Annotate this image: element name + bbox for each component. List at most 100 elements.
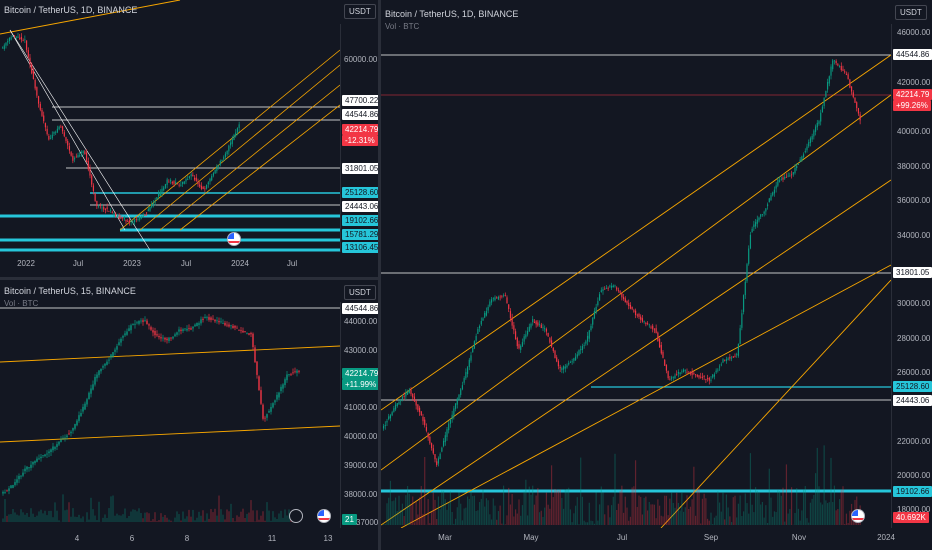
candle-body [212, 318, 214, 320]
candle-body [166, 338, 168, 341]
candle-body [24, 39, 26, 41]
volume-bar [484, 506, 486, 525]
candle-body [258, 376, 260, 391]
candle-body [458, 394, 460, 401]
candle-body [28, 467, 30, 469]
volume-bar [561, 497, 563, 525]
candle-body [272, 403, 274, 408]
chart-pane-daily-overview[interactable]: Bitcoin / TetherUS, 1D, BINANCE USDT 600… [0, 0, 378, 276]
volume-bar [439, 509, 441, 525]
candle-body [232, 325, 234, 328]
price-axis-tick: 39000.00 [344, 461, 378, 470]
price-axis-tick: 42000.00 [897, 78, 931, 87]
candle-body [130, 221, 132, 222]
candle-body [238, 329, 240, 331]
price-axis-tick: 28000.00 [897, 334, 931, 343]
candle-body [388, 416, 390, 420]
candle-body [12, 484, 14, 488]
candle-body [430, 443, 433, 449]
volume-bar [246, 513, 248, 522]
candle-body [789, 175, 791, 177]
volume-bar [593, 523, 596, 525]
volume-bar [708, 520, 710, 525]
candle-body [121, 217, 124, 218]
volume-bar [581, 496, 584, 525]
volume-bar [256, 510, 258, 522]
chart-canvas[interactable] [0, 280, 340, 528]
us-flag-icon[interactable] [227, 232, 241, 246]
volume-tag: 40.692K [893, 512, 929, 523]
us-flag-icon[interactable] [317, 509, 331, 523]
candle-body [112, 352, 114, 357]
candle-body [94, 193, 96, 202]
candle-body [236, 327, 238, 329]
candle-body [439, 453, 441, 460]
volume-bar [501, 523, 503, 525]
price-tag: 24443.06 [893, 395, 932, 406]
candle-body [504, 295, 506, 297]
volume-bar [677, 502, 680, 525]
pane-title: Bitcoin / TetherUS, 1D, BINANCE [385, 9, 519, 19]
candle-body [562, 366, 565, 370]
volume-bar [492, 498, 494, 525]
chart-canvas[interactable] [0, 0, 340, 252]
chart-pane-daily-detail[interactable]: Bitcoin / TetherUS, 1D, BINANCE Vol · BT… [381, 0, 932, 550]
candle-body [689, 372, 692, 374]
candle-body [50, 449, 52, 453]
candle-body [742, 295, 745, 312]
volume-bar [847, 523, 849, 525]
volume-bar [775, 512, 777, 525]
chart-pane-15m[interactable]: Bitcoin / TetherUS, 15, BINANCE Vol · BT… [0, 280, 378, 550]
candle-body [496, 297, 498, 299]
volume-bar [82, 516, 84, 522]
volume-bar [689, 506, 692, 525]
currency-button[interactable]: USDT [344, 285, 376, 300]
candle-body [554, 350, 556, 359]
candle-body [92, 384, 94, 390]
candle-body [729, 357, 731, 359]
candle-body [91, 175, 93, 185]
candle-body [739, 328, 741, 345]
candle-body [114, 349, 116, 352]
volume-bar [174, 517, 176, 522]
time-axis-tick: 2024 [877, 533, 895, 542]
candle-body [180, 329, 182, 331]
volume-bar [444, 499, 446, 525]
currency-button[interactable]: USDT [895, 5, 927, 20]
volume-bar [224, 519, 226, 522]
volume-bar [465, 507, 467, 525]
candle-body [134, 323, 136, 325]
lightning-icon[interactable] [289, 509, 303, 523]
candle-body [814, 126, 817, 132]
candle-body [766, 204, 769, 207]
chart-canvas[interactable] [381, 0, 891, 528]
volume-bar [532, 485, 534, 525]
candle-body [598, 294, 601, 301]
volume-bar [116, 513, 118, 522]
candle-body [252, 333, 254, 348]
candle-body [842, 69, 844, 71]
time-axis-tick: 8 [184, 534, 190, 543]
volume-bar [682, 511, 685, 525]
volume-bar [158, 520, 160, 522]
candle-body [424, 419, 426, 426]
currency-button[interactable]: USDT [344, 4, 376, 19]
volume-bar [838, 499, 841, 525]
candle-body [718, 366, 721, 368]
us-flag-icon[interactable] [851, 509, 865, 523]
volume-bar [280, 510, 282, 522]
volume-bar [6, 515, 8, 522]
volume-bar [703, 493, 705, 525]
candle-body [160, 337, 162, 339]
candle-body [118, 215, 120, 219]
candle-body [473, 341, 476, 349]
candle-body [665, 365, 668, 371]
candle-body [94, 377, 96, 385]
candle-body [126, 331, 128, 335]
candle-body [509, 311, 512, 319]
candle-body [828, 76, 830, 84]
candle-body [434, 454, 436, 460]
volume-bar [602, 492, 604, 525]
candle-body [724, 359, 726, 361]
volume-bar [766, 522, 769, 525]
